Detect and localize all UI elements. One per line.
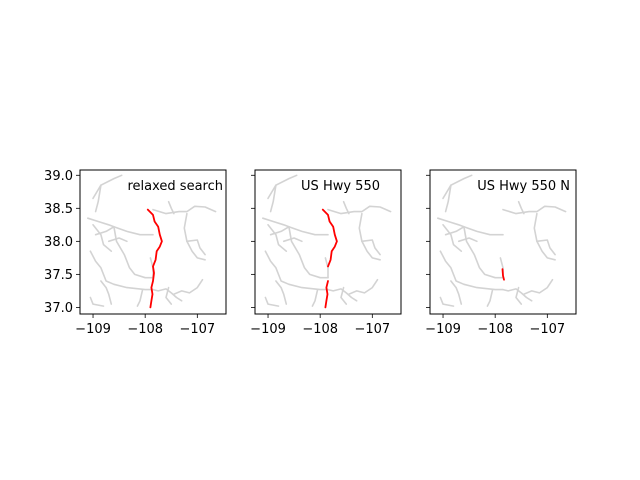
subplot-3-roads bbox=[436, 174, 567, 307]
subplot-3: US Hwy 550 N −109 −108 −107 bbox=[425, 169, 577, 337]
y-tick-label: 37.5 bbox=[44, 268, 73, 283]
subplot-2-x-axis: −109 −108 −107 bbox=[250, 314, 390, 337]
y-tick-label: 38.0 bbox=[44, 235, 73, 250]
subplot-1-frame bbox=[79, 169, 227, 315]
subplot-1-roads bbox=[87, 174, 217, 307]
road-segment-0 bbox=[267, 174, 298, 200]
subplot-1-highlight bbox=[146, 208, 163, 309]
road-segment-18 bbox=[324, 257, 329, 279]
highlight-route-0 bbox=[321, 208, 338, 268]
road-segment-14 bbox=[348, 278, 379, 296]
road-segment-1 bbox=[269, 184, 277, 213]
road-segment-15 bbox=[136, 288, 144, 307]
road-segment-11 bbox=[186, 239, 206, 256]
road-segment-14 bbox=[523, 278, 554, 296]
road-segment-4 bbox=[463, 226, 504, 279]
road-segment-16 bbox=[450, 280, 463, 305]
x-tick-label: −109 bbox=[425, 322, 461, 337]
road-segment-13 bbox=[515, 286, 523, 305]
y-tick-label: 38.5 bbox=[44, 202, 73, 217]
subplot-3-x-axis: −109 −108 −107 bbox=[425, 314, 565, 337]
x-tick-label: −108 bbox=[477, 322, 513, 337]
road-segment-17 bbox=[264, 296, 280, 307]
road-segment-16 bbox=[100, 280, 113, 305]
road-segment-14 bbox=[173, 278, 204, 296]
x-tick-label: −108 bbox=[127, 322, 163, 337]
subplot-2-highlight bbox=[321, 208, 338, 309]
subplot-3-frame bbox=[429, 169, 577, 315]
x-tick-label: −107 bbox=[179, 322, 215, 337]
road-segment-10 bbox=[533, 212, 556, 261]
x-tick-label: −109 bbox=[250, 322, 286, 337]
road-segment-5 bbox=[457, 237, 478, 243]
x-tick-label: −109 bbox=[75, 322, 111, 337]
road-segment-7 bbox=[442, 224, 463, 252]
subplot-3-highlight bbox=[501, 268, 505, 281]
road-segment-7 bbox=[92, 224, 113, 252]
highlight-route-1 bbox=[324, 280, 329, 309]
subplot-2: US Hwy 550 −109 −108 −107 bbox=[250, 169, 402, 337]
subplot-2-title: US Hwy 550 bbox=[301, 179, 380, 194]
road-segment-12 bbox=[152, 288, 183, 302]
subplot-1-y-axis: 37.0 37.5 38.0 38.5 39.0 bbox=[44, 169, 80, 316]
subplot-2-y-axis bbox=[251, 174, 255, 308]
road-segment-9 bbox=[517, 200, 525, 215]
subplot-2-frame bbox=[254, 169, 402, 315]
road-segment-9 bbox=[342, 200, 350, 215]
road-segment-10 bbox=[183, 212, 206, 261]
subplot-3-title: US Hwy 550 N bbox=[477, 179, 570, 194]
road-segment-0 bbox=[92, 174, 123, 200]
road-segment-12 bbox=[327, 288, 358, 302]
road-segment-9 bbox=[167, 200, 175, 215]
road-segment-13 bbox=[340, 286, 348, 305]
road-segment-17 bbox=[439, 296, 455, 307]
x-tick-label: −107 bbox=[354, 322, 390, 337]
road-segment-11 bbox=[536, 239, 556, 256]
road-segment-11 bbox=[361, 239, 381, 256]
road-segment-0 bbox=[442, 174, 473, 200]
highlight-route-0 bbox=[146, 208, 163, 309]
road-segment-15 bbox=[311, 288, 319, 307]
road-segment-8 bbox=[327, 205, 392, 215]
road-segment-15 bbox=[486, 288, 494, 307]
road-segment-12 bbox=[502, 288, 533, 302]
road-segment-4 bbox=[288, 226, 329, 279]
highlight-route-0 bbox=[501, 268, 505, 281]
road-segment-16 bbox=[275, 280, 288, 305]
x-tick-label: −107 bbox=[529, 322, 565, 337]
subplot-1-title: relaxed search bbox=[128, 179, 224, 194]
road-segment-5 bbox=[282, 237, 303, 243]
road-segment-17 bbox=[89, 296, 105, 307]
subplot-2-roads bbox=[261, 174, 392, 307]
road-segment-4 bbox=[113, 226, 154, 279]
subplot-1-x-axis: −109 −108 −107 bbox=[75, 314, 215, 337]
road-segment-13 bbox=[165, 286, 173, 305]
subplot-3-y-axis bbox=[426, 174, 430, 308]
road-segment-8 bbox=[502, 205, 567, 215]
road-segment-1 bbox=[94, 184, 102, 213]
subplot-1: relaxed search −109 −108 −107 37.0 37.5 38.0… bbox=[44, 169, 227, 337]
road-segment-7 bbox=[267, 224, 288, 252]
road-segment-5 bbox=[107, 237, 128, 243]
road-segment-1 bbox=[444, 184, 452, 213]
y-tick-label: 39.0 bbox=[44, 169, 73, 184]
x-tick-label: −108 bbox=[302, 322, 338, 337]
road-segment-10 bbox=[358, 212, 381, 261]
y-tick-label: 37.0 bbox=[44, 301, 73, 316]
road-segment-8 bbox=[152, 205, 217, 215]
